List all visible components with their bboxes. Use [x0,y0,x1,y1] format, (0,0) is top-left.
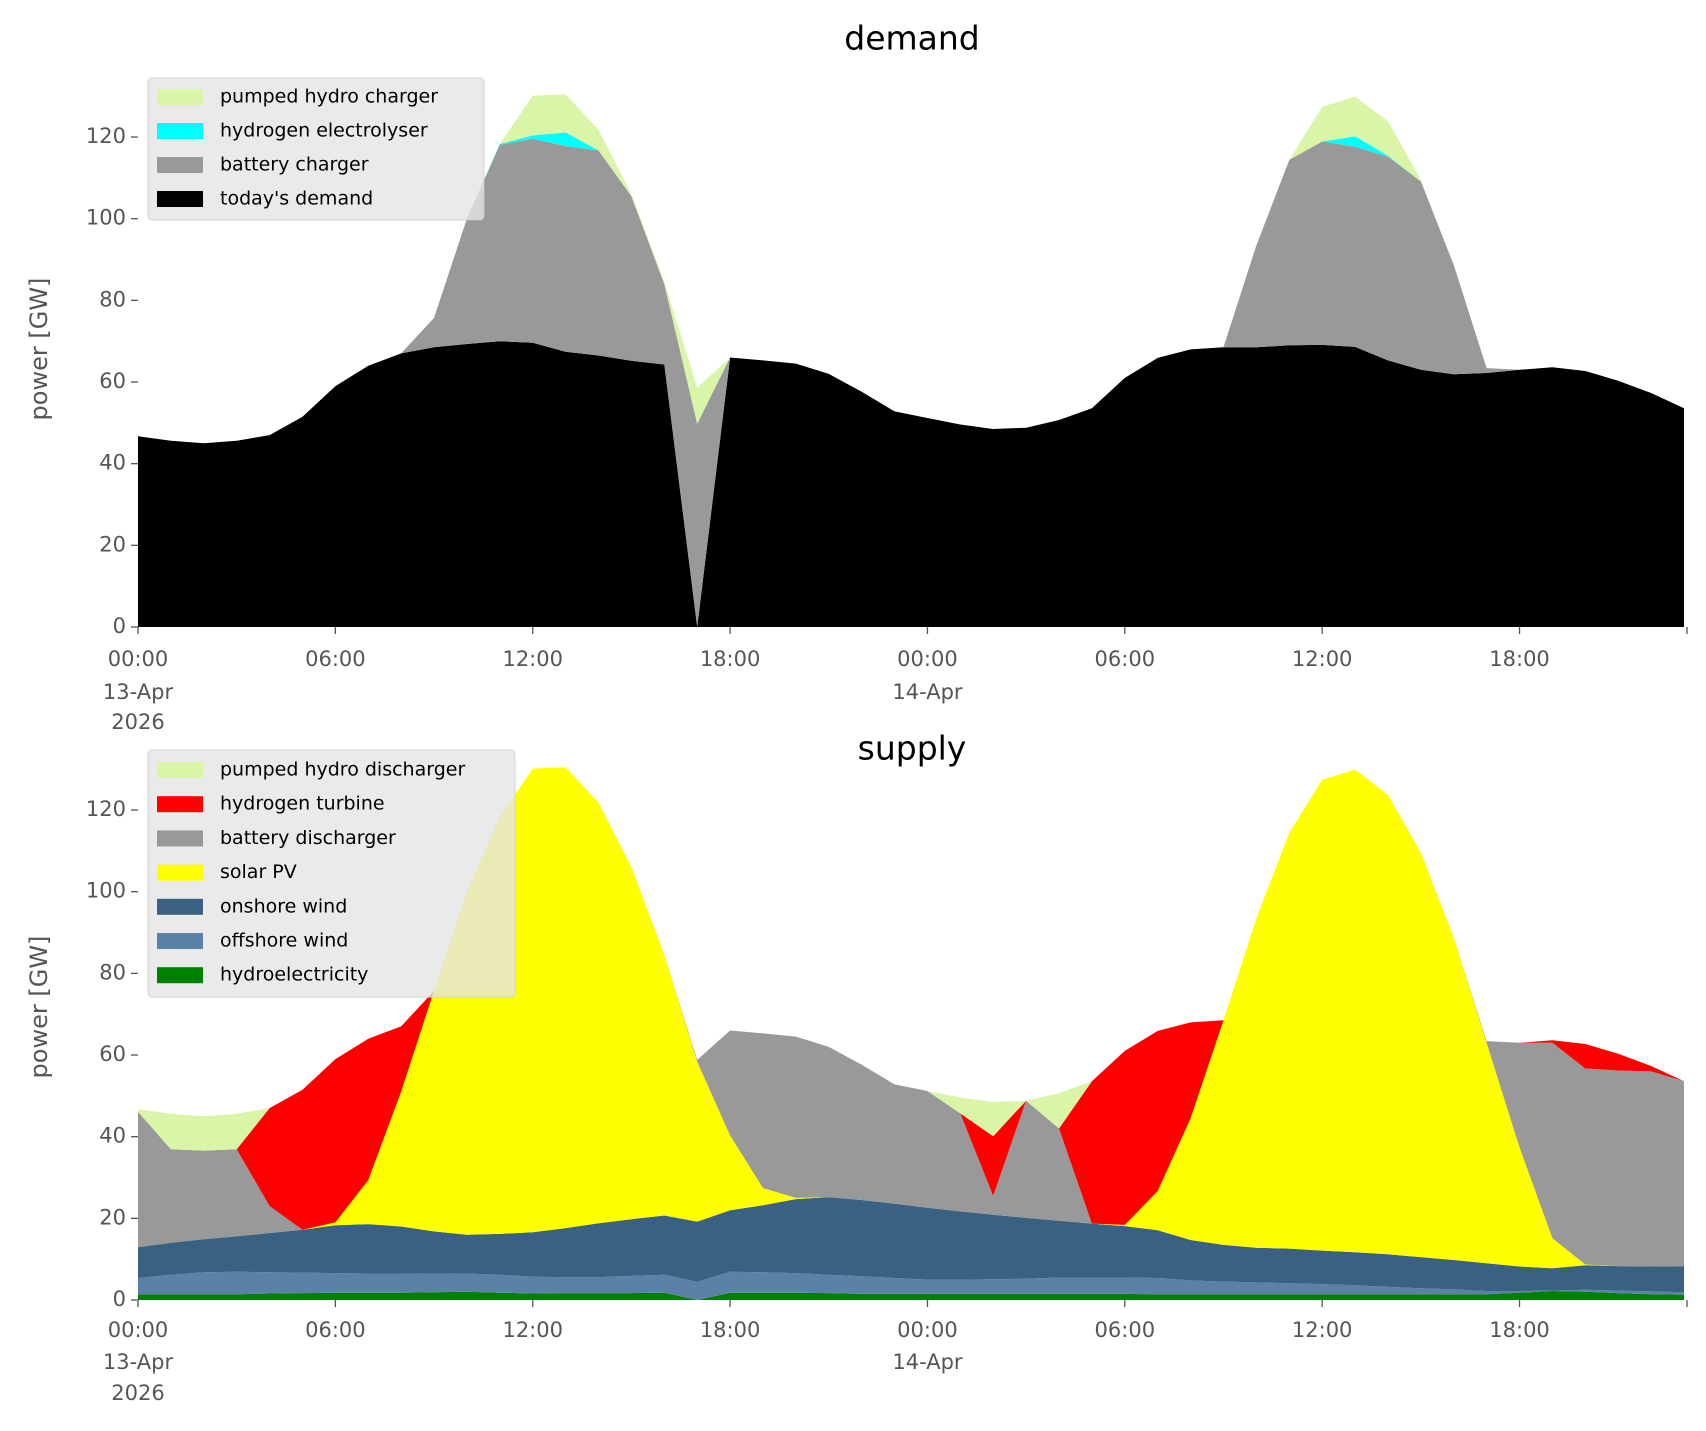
y-axis-label: power [GW] [25,936,53,1079]
area-hydroelectricity [138,1291,1684,1300]
legend-label: onshore wind [220,895,347,917]
area-onshore-wind [138,1197,1684,1293]
x-tick-time-label: 06:00 [305,647,366,671]
legend-item-hydrogen-turbine: hydrogen turbine [157,793,385,815]
area-solar-pv [138,767,1684,1269]
legend-label: battery discharger [220,827,396,849]
legend-swatch [157,864,203,881]
x-tick-time-label: 00:00 [108,1318,169,1342]
x-tick-time-label: 06:00 [1095,1318,1156,1342]
x-tick-time-label: 12:00 [502,647,563,671]
x-tick-time-label: 00:00 [108,647,169,671]
x-tick-time-label: 12:00 [502,1318,563,1342]
x-tick-time-label: 06:00 [1095,647,1156,671]
x-tick-year-label: 2026 [111,710,164,734]
y-tick-label: 20 [99,532,126,556]
legend-swatch [157,157,203,173]
x-tick-time-label: 18:00 [1489,647,1550,671]
y-tick-label: 60 [99,369,126,393]
legend-label: hydrogen turbine [220,793,385,815]
legend-item-offshore-wind: offshore wind [157,930,348,952]
y-tick-label: 40 [99,1124,126,1148]
legend-swatch [157,967,203,984]
chart-title: supply [858,729,967,768]
supply-chart: supply power [GW] 0 20 40 60 80 100 120 00:00 13-A… [25,729,1688,1405]
legend-item-hydroelectricity: hydroelectricity [157,964,368,986]
x-tick-time-label: 12:00 [1292,647,1353,671]
y-tick-label: 0 [113,614,126,638]
legend-item-hydrogen-electrolyser: hydrogen electrolyser [157,120,428,142]
legend-swatch [157,830,203,847]
legend: pumped hydro charger hydrogen electrolyse… [147,77,485,221]
legend-frame [147,749,516,998]
legend-frame [147,77,485,221]
area-hydrogen-turbine [138,767,1684,1230]
legend-item-solar-pv: solar PV [157,861,297,883]
legend-swatch [157,123,203,139]
y-tick-label: 100 [86,206,126,230]
y-tick-label: 0 [113,1287,126,1311]
x-tick-time-label: 06:00 [305,1318,366,1342]
y-tick-label: 120 [86,124,126,148]
legend-label: hydrogen electrolyser [220,120,428,142]
y-tick-label: 40 [99,451,126,475]
x-tick-time-label: 18:00 [1489,1318,1550,1342]
legend-label: hydroelectricity [220,964,368,986]
x-tick-time-label: 00:00 [897,1318,958,1342]
legend-swatch [157,762,203,778]
legend-item-pumped-hydro-charger: pumped hydro charger [157,86,438,108]
legend-item-pumped-hydro-discharger: pumped hydro discharger [157,759,465,781]
x-tick-date-label: 13-Apr [103,680,174,704]
x-tick-time-label: 18:00 [700,1318,761,1342]
legend-label: pumped hydro discharger [220,759,465,781]
y-tick-label: 80 [99,287,126,311]
x-tick-date-label: 14-Apr [892,1350,963,1374]
legend: pumped hydro discharger hydrogen turbine b… [147,749,516,998]
legend-label: pumped hydro charger [220,86,438,108]
legend-label: offshore wind [220,930,348,952]
y-tick-label: 60 [99,1042,126,1066]
chart-title: demand [844,19,979,58]
x-tick-time-label: 12:00 [1292,1318,1353,1342]
stacked-areas [138,94,1684,627]
area-offshore-wind [138,1271,1684,1300]
legend-swatch [157,89,203,105]
demand-chart: demand power [GW] 0 20 40 60 80 100 120 00:00 13-A… [25,19,1688,734]
legend-swatch [157,796,203,813]
x-tick-date-label: 13-Apr [103,1350,174,1374]
legend-swatch [157,933,203,949]
y-tick-label: 120 [86,797,126,821]
y-tick-label: 100 [86,879,126,903]
y-tick-label: 80 [99,960,126,984]
legend-item-battery-charger: battery charger [157,154,369,176]
stacked-areas [138,767,1684,1300]
x-tick-time-label: 00:00 [897,647,958,671]
legend-label: today's demand [220,188,373,210]
y-axis-label: power [GW] [25,278,53,421]
x-tick-date-label: 14-Apr [892,680,963,704]
area-battery-discharger [138,767,1684,1267]
x-tick-time-label: 18:00 [700,647,761,671]
legend-label: solar PV [220,861,297,883]
x-tick-year-label: 2026 [111,1381,164,1405]
y-tick-label: 20 [99,1205,126,1229]
area-today-s-demand [138,341,1684,627]
legend-item-today-s-demand: today's demand [157,188,373,210]
legend-swatch [157,191,203,207]
legend-label: battery charger [220,154,369,176]
legend-item-battery-discharger: battery discharger [157,827,396,849]
area-battery-charger [138,138,1684,627]
legend-swatch [157,898,203,915]
legend-item-onshore-wind: onshore wind [157,895,347,917]
